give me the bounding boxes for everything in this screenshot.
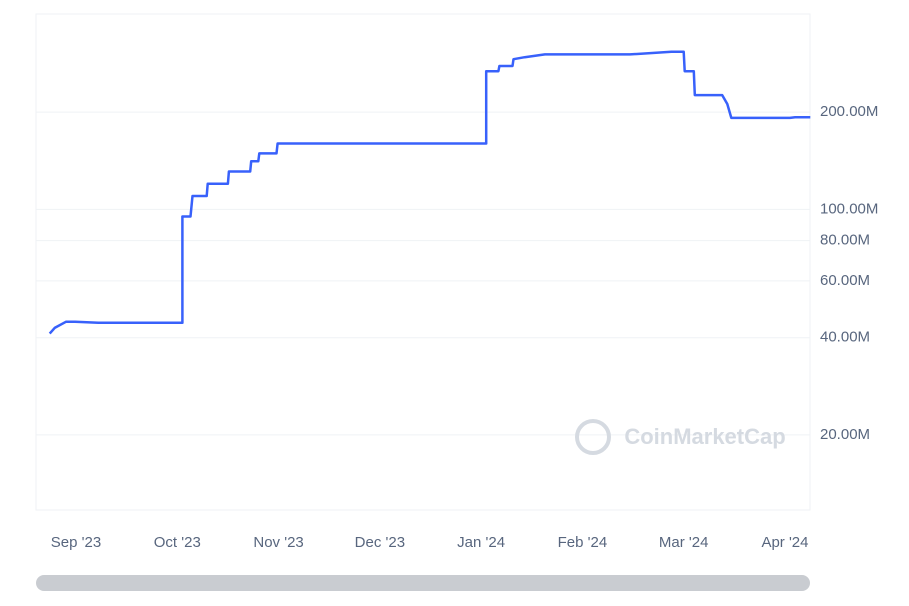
x-tick-label: Oct '23 xyxy=(154,534,201,551)
y-tick-label: 60.00M xyxy=(820,272,870,289)
x-tick-label: Jan '24 xyxy=(457,534,505,551)
y-tick-label: 80.00M xyxy=(820,232,870,249)
x-tick-label: Dec '23 xyxy=(355,534,405,551)
plot-frame xyxy=(35,13,811,511)
x-tick-label: Nov '23 xyxy=(253,534,303,551)
watermark-logo xyxy=(575,419,611,455)
y-tick-label: 40.00M xyxy=(820,329,870,346)
x-tick-label: Apr '24 xyxy=(761,534,808,551)
x-tick-label: Mar '24 xyxy=(659,534,709,551)
line-series xyxy=(48,50,811,335)
watermark: CoinMarketCap xyxy=(624,424,785,449)
y-tick-label: 200.00M xyxy=(820,103,878,120)
scrollbar[interactable] xyxy=(36,575,810,591)
y-tick-label: 100.00M xyxy=(820,200,878,217)
x-tick-label: Sep '23 xyxy=(51,534,101,551)
x-tick-label: Feb '24 xyxy=(558,534,608,551)
y-tick-label: 20.00M xyxy=(820,426,870,443)
